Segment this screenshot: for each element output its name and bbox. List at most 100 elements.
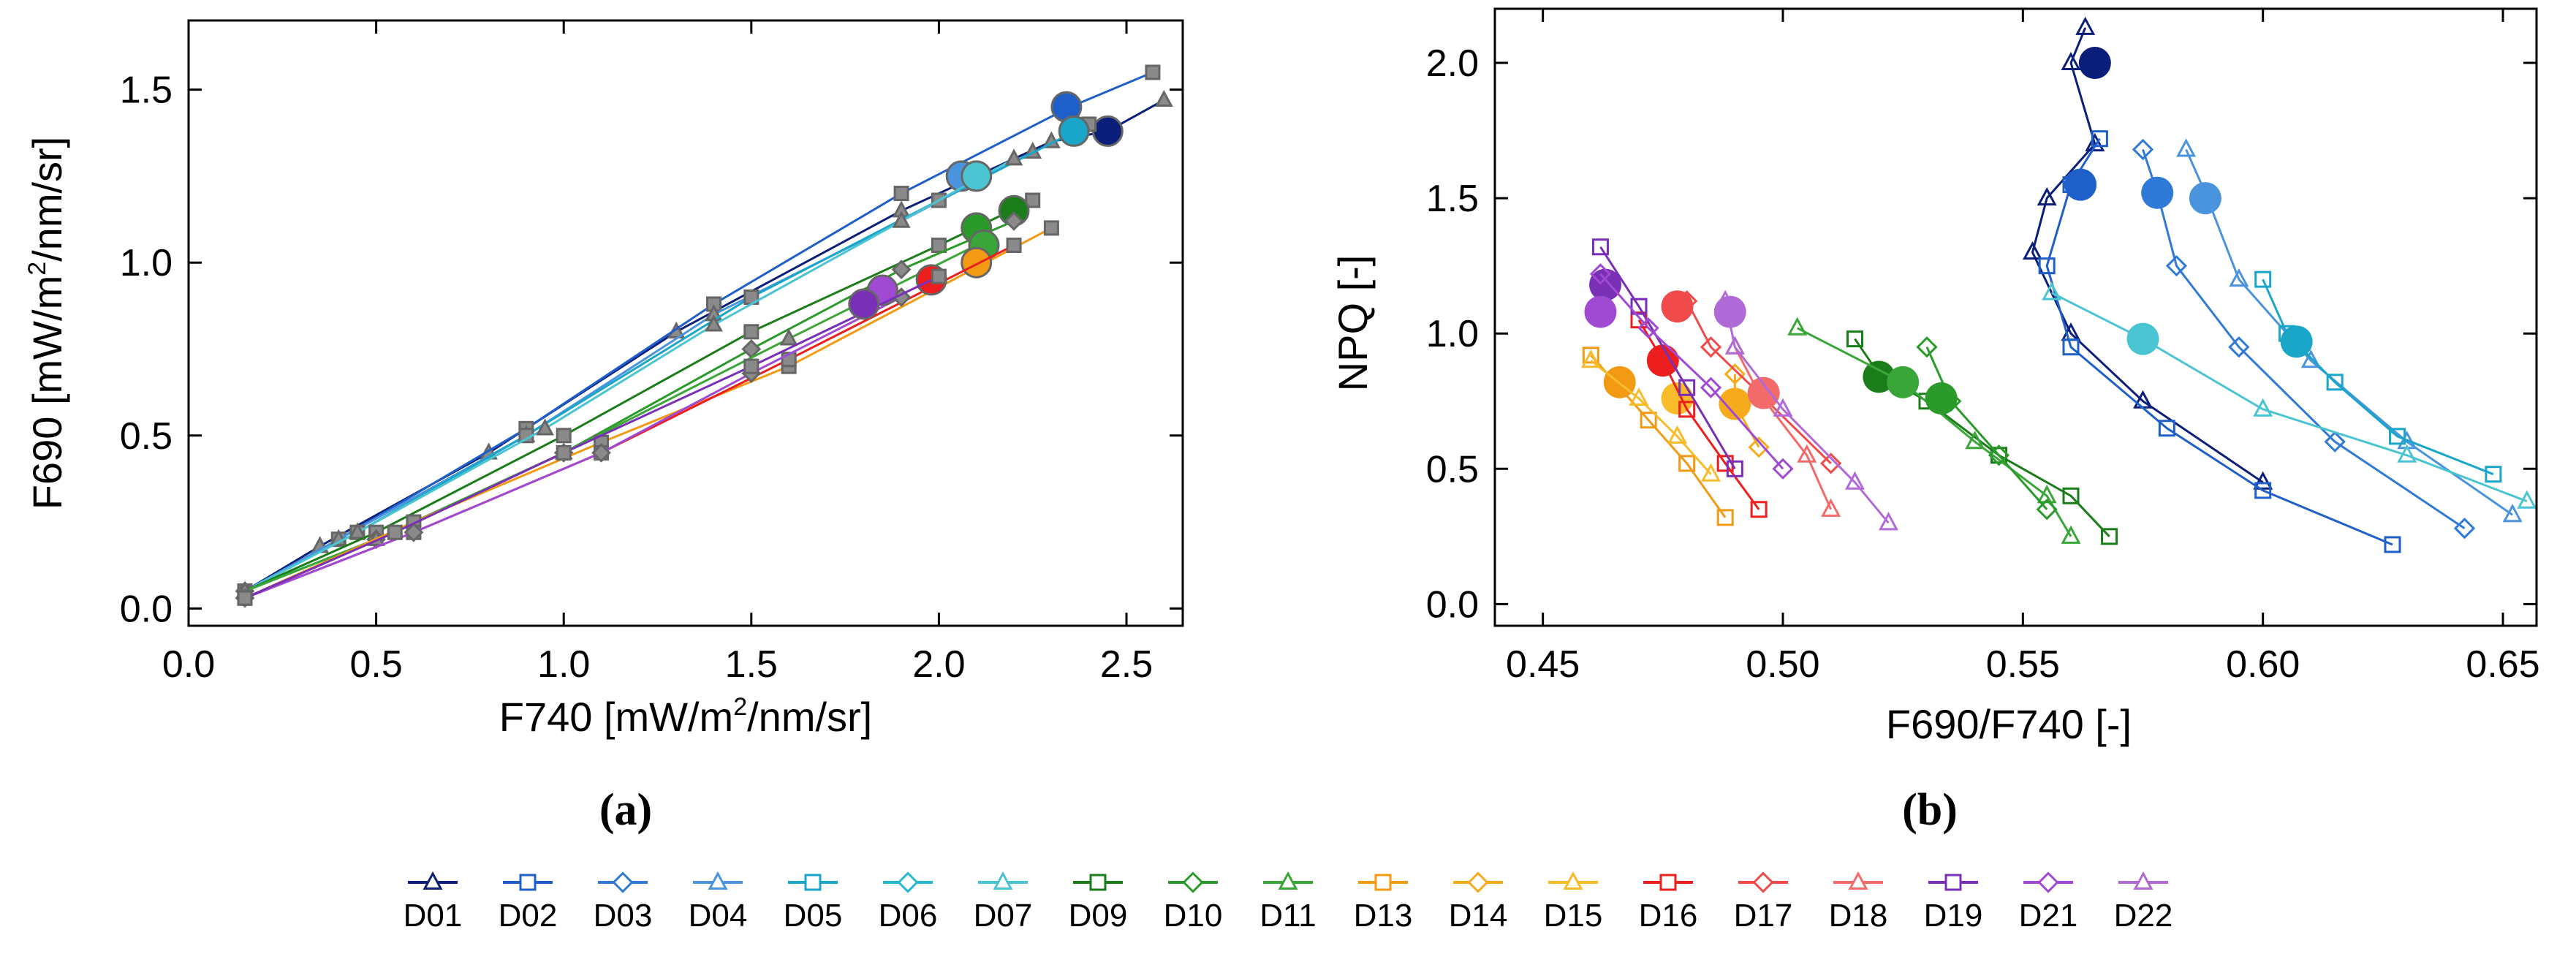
panel-a-marker-D10-4 (891, 260, 912, 280)
panel-b-dot-D07 (2126, 322, 2159, 355)
panel-a-marker-D19-2 (556, 444, 572, 461)
panel-b-marker-D02-0 (2091, 130, 2108, 148)
legend-marker-D10 (1182, 871, 1204, 893)
panel-b-dot-D09 (1863, 360, 1895, 393)
legend-item-D03: D03 (594, 871, 652, 934)
panel-b-marker-D14-0 (1724, 363, 1746, 385)
panel-b-marker-D09-4 (2062, 487, 2080, 504)
legend-label-D09: D09 (1069, 898, 1128, 934)
legend-label-D02: D02 (499, 898, 558, 934)
panel-b-marker-D01-4 (2022, 241, 2042, 260)
panel-b-marker-D09-5 (2101, 528, 2118, 545)
panel-b-series-D18 (1724, 336, 1841, 517)
panel-a-series-D09 (237, 192, 1041, 599)
panel-b-series-D02 (2038, 130, 2401, 553)
legend-label-D04: D04 (689, 898, 748, 934)
panel-a-marker-D19-4 (931, 268, 947, 284)
panel-b-dot-D03 (2141, 176, 2174, 209)
panel-b-dot-D10 (1925, 382, 1958, 415)
panel-a-line-D02 (244, 71, 1153, 592)
panel-b-series-D04 (2176, 138, 2523, 523)
panel-b-y-tick-label-0: 0.0 (1426, 583, 1479, 626)
panel-b-marker-D19-3 (1726, 460, 1743, 477)
panel-a-marker-D07-1 (348, 522, 367, 540)
panel-a-ticks: 0.0 0.5 1.0 1.5 2.0 2.5 0.0 0.5 1.0 1.5 (120, 20, 1183, 686)
legend-item-D13: D13 (1354, 874, 1412, 934)
panel-b-series-D11 (1787, 317, 2081, 544)
legend-marker-D02 (519, 874, 537, 891)
panel-a-marker-D09-2 (556, 428, 572, 444)
legend-item-D15: D15 (1544, 871, 1603, 934)
panel-a-marker-D11-3 (779, 328, 798, 346)
panel-b-line-D19 (1599, 246, 1736, 470)
panel-b-marker-D02-5 (2254, 482, 2272, 499)
panel-b-marker-D21-0 (1589, 263, 1612, 285)
panel-b-marker-D11-3 (2037, 485, 2057, 504)
panel-a-line-D09 (244, 199, 1034, 593)
panel-b-marker-D01-7 (2253, 471, 2273, 490)
panel-b-line-D04 (2185, 148, 2514, 516)
panel-b-marker-D10-2 (1988, 444, 2010, 466)
panel-b-dot-D19 (1589, 268, 1622, 301)
panel-b-label: (b) (1902, 785, 1958, 835)
panel-b-series-D19 (1589, 238, 1743, 477)
panel-b-marker-D19-0 (1591, 238, 1609, 256)
panel-b-marker-D03-2 (2165, 255, 2188, 277)
panel-a-x-tick-label-4: 2.0 (912, 643, 965, 686)
legend-item-D14: D14 (1449, 871, 1508, 934)
panel-b-marker-D13-2 (1640, 412, 1657, 429)
panel-b-marker-D13-3 (1678, 455, 1696, 472)
panel-b-marker-D22-3 (1845, 471, 1865, 490)
panel-a-series-D07 (235, 148, 1023, 598)
legend-label-D18: D18 (1829, 898, 1888, 934)
panel-b-y-tick-label-3: 1.5 (1426, 178, 1479, 220)
panel-b-line-D10 (1925, 347, 2048, 510)
panel-b-line-D07 (2051, 292, 2528, 503)
panel-b-y-tick-label-1: 0.5 (1426, 448, 1479, 491)
panel-b-marker-D04-3 (2300, 349, 2321, 368)
panel-b-marker-D03-0 (2132, 138, 2154, 161)
legend-label-D15: D15 (1544, 898, 1603, 934)
panel-b-marker-D15-3 (1700, 463, 1721, 482)
panel-b-marker-D01-1 (2061, 51, 2081, 71)
panel-a-y-tick-label-0: 0.0 (120, 588, 173, 630)
panel-a-marker-D10-5 (1004, 211, 1024, 231)
panel-a-marker-D21-1 (404, 522, 424, 542)
legend: D01 D02 D03 D04 D05 D06 D07 D09 D10 D11 D13 D14 D15 D… (404, 871, 2172, 934)
legend-marker-D05 (804, 874, 822, 891)
panel-a-x-tick-label-5: 2.5 (1100, 643, 1153, 686)
panel-a-x-tick-label-1: 0.5 (349, 643, 402, 686)
panel-b-marker-D13-0 (1582, 347, 1599, 364)
panel-b-dot-D17 (1661, 290, 1694, 323)
panel-a-series-layer (235, 64, 1173, 608)
legend-item-D04: D04 (689, 871, 748, 934)
panel-b-marker-D03-5 (2453, 518, 2476, 540)
panel-b-x-tick-label-3: 0.60 (2226, 643, 2300, 686)
panel-b-y-tick-label-4: 2.0 (1426, 42, 1479, 85)
legend-label-D01: D01 (404, 898, 463, 934)
legend-label-D19: D19 (1924, 898, 1983, 934)
panel-b-marker-D01-3 (2037, 186, 2057, 206)
panel-b-marker-D03-4 (2324, 431, 2346, 453)
panel-a-marker-D19-3 (743, 358, 759, 374)
panel-b-marker-D14-2 (1748, 436, 1770, 458)
legend-marker-D03 (612, 871, 634, 893)
panel-b-line-D05 (2262, 279, 2494, 476)
panel-b-marker-D17-1 (1700, 336, 1722, 358)
legend-label-D07: D07 (974, 898, 1033, 934)
panel-a-dot-D07 (961, 160, 993, 192)
panel-b-dot-D21 (1584, 295, 1617, 328)
panel-b-marker-D18-3 (1821, 498, 1841, 517)
panel-b-marker-D04-2 (2229, 268, 2249, 287)
legend-marker-D13 (1374, 874, 1392, 891)
legend-item-D01: D01 (404, 871, 463, 934)
panel-b-dot-D18 (1747, 376, 1780, 409)
panel-a-marker-D09-4 (931, 238, 947, 254)
panel-a-y-tick-label-2: 1.0 (120, 242, 173, 284)
legend-label-D14: D14 (1449, 898, 1508, 934)
panel-b-dot-D05 (2280, 325, 2313, 358)
panel-b: 0.45 0.50 0.55 0.60 0.65 0.0 0.5 1.0 1.5 2.0 F690… (1330, 7, 2540, 835)
panel-a-marker-D07-5 (1004, 148, 1023, 166)
legend-item-D22: D22 (2114, 871, 2172, 934)
panel-b-marker-D22-1 (1724, 336, 1745, 355)
